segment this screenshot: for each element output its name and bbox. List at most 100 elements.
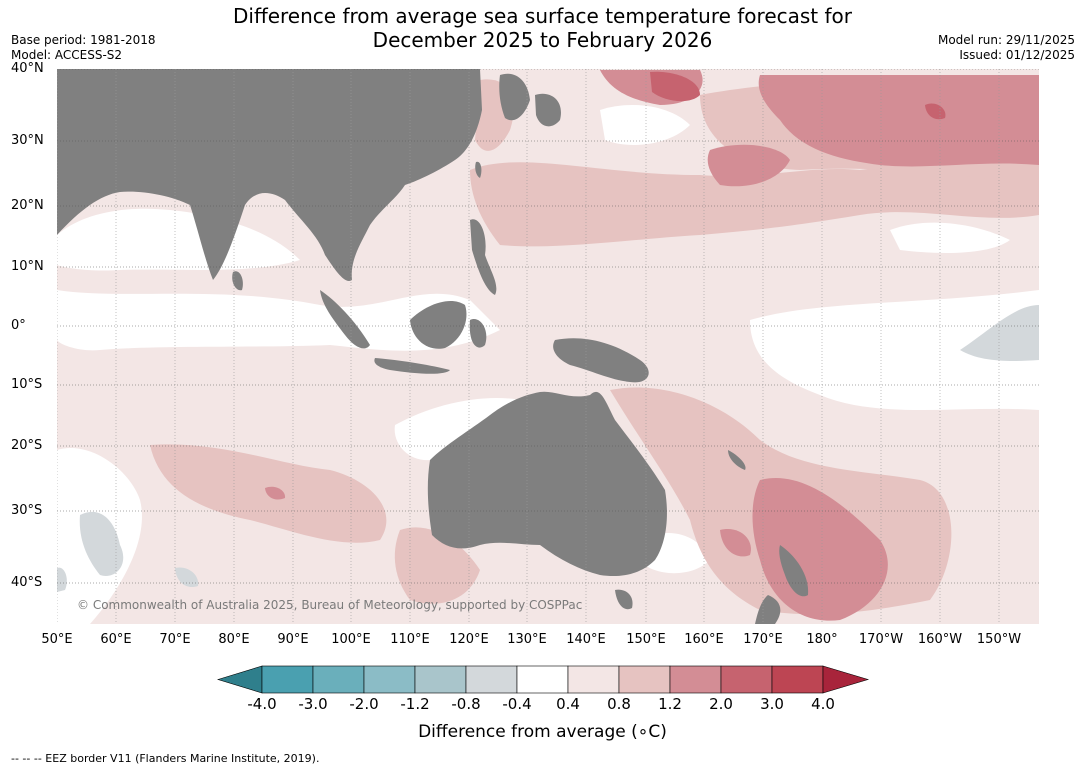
- latitude-label: 10°S: [11, 377, 43, 392]
- colorbar-tick-label: 0.4: [556, 695, 580, 713]
- cool-zone-south-indian: [79, 511, 124, 576]
- land-borneo: [410, 300, 467, 349]
- colorbar-tick-label: -0.4: [502, 695, 532, 713]
- colorbar-bin: [465, 665, 518, 694]
- model-name: Model: ACCESS-S2: [11, 48, 123, 62]
- latitude-label: 30°S: [11, 503, 43, 518]
- colorbar-tick-label: -2.0: [349, 695, 379, 713]
- latitude-label: 40°S: [11, 575, 43, 590]
- colorbar: [216, 665, 870, 694]
- colorbar-tick-label: 0.8: [607, 695, 631, 713]
- colorbar-bin: [720, 665, 773, 694]
- colorbar-bin: [669, 665, 722, 694]
- land-sumatra: [320, 290, 370, 349]
- neutral-zone-central-south-pacific: [750, 290, 1039, 410]
- cool-zone-eastern-pacific: [960, 305, 1039, 361]
- graticule: [57, 69, 1039, 624]
- land-masses: [57, 69, 809, 624]
- land-new-zealand-north: [779, 545, 809, 597]
- longitude-label: 150°E: [626, 632, 666, 647]
- latitude-label: 20°N: [11, 198, 44, 213]
- latitude-label: 0°: [11, 318, 26, 333]
- longitude-label: 150°W: [976, 632, 1022, 647]
- land-java: [374, 358, 450, 374]
- very-strong-warm-kuroshio: [925, 103, 946, 120]
- colorbar-bin: [312, 665, 365, 694]
- longitude-label: 170°E: [743, 632, 783, 647]
- cool-zone-southwest-indian: [57, 567, 67, 592]
- base-period: Base period: 1981-2018: [11, 33, 156, 47]
- strong-warm-north-pacific: [758, 75, 1039, 167]
- land-asia: [57, 69, 482, 281]
- longitude-label: 100°E: [331, 632, 371, 647]
- meta-left: Base period: 1981-2018 Model: ACCESS-S2: [11, 33, 156, 63]
- title-line-2: December 2025 to February 2026: [372, 28, 713, 52]
- land-new-guinea: [553, 338, 649, 383]
- colorbar-bin: [414, 665, 467, 694]
- colorbar-arrow-high: [822, 665, 870, 694]
- cool-zone-small-patch: [175, 567, 199, 588]
- longitude-label: 60°E: [100, 632, 132, 647]
- meta-right: Model run: 29/11/2025 Issued: 01/12/2025: [938, 33, 1075, 63]
- colorbar-bin: [261, 665, 314, 694]
- strong-warm-coral-sea: [720, 529, 751, 557]
- eez-footnote: -- -- -- EEZ border V11 (Flanders Marine…: [11, 752, 320, 765]
- land-philippines: [470, 219, 497, 295]
- warm-zone-western-pacific: [470, 162, 1039, 247]
- land-sulawesi: [469, 319, 487, 348]
- longitude-label: 70°E: [159, 632, 191, 647]
- longitude-label: 80°E: [218, 632, 250, 647]
- colorbar-tick-label: -1.2: [400, 695, 430, 713]
- latitude-label: 40°N: [11, 61, 44, 76]
- model-run: Model run: 29/11/2025: [937, 33, 1075, 47]
- longitude-label: 160°E: [684, 632, 724, 647]
- very-strong-warm-north-pacific: [650, 71, 700, 102]
- land-sri-lanka: [232, 271, 243, 291]
- strong-warm-subtropical-pacific: [707, 144, 790, 187]
- colorbar-tick-label: 2.0: [709, 695, 733, 713]
- longitude-label: 130°E: [507, 632, 547, 647]
- colorbar-bin: [516, 665, 569, 694]
- land-japan: [499, 73, 561, 127]
- issued-date: Issued: 01/12/2025: [959, 48, 1075, 62]
- colorbar-tick-label: 4.0: [811, 695, 835, 713]
- colorbar-title: Difference from average (∘C): [418, 722, 667, 742]
- longitude-label: 110°E: [390, 632, 430, 647]
- longitude-label: 50°E: [41, 632, 73, 647]
- latitude-label: 10°N: [11, 259, 44, 274]
- title-line-1: Difference from average sea surface temp…: [232, 4, 852, 28]
- longitude-label: 90°E: [277, 632, 309, 647]
- longitude-label: 170°W: [858, 632, 904, 647]
- colorbar-tick-label: -4.0: [247, 695, 277, 713]
- latitude-label: 20°S: [11, 438, 43, 453]
- colorbar-bin: [567, 665, 620, 694]
- map-title: Difference from average sea surface temp…: [0, 4, 1085, 52]
- neutral-zone-arabian-sea: [57, 208, 300, 271]
- land-new-caledonia: [728, 450, 746, 470]
- colorbar-tick-label: -3.0: [298, 695, 328, 713]
- colorbar-bin: [363, 665, 416, 694]
- colorbar-tick-label: -0.8: [451, 695, 481, 713]
- colorbar-tick-label: 1.2: [658, 695, 682, 713]
- land-tasmania: [615, 589, 633, 610]
- longitude-label: 180°: [806, 632, 838, 647]
- latitude-label: 30°N: [11, 133, 44, 148]
- strong-warm-indian-patch: [265, 486, 286, 500]
- colorbar-bin: [618, 665, 671, 694]
- copyright-notice: © Commonwealth of Australia 2025, Bureau…: [77, 598, 583, 612]
- longitude-label: 160°W: [917, 632, 963, 647]
- map-area: [57, 69, 1039, 624]
- land-australia: [427, 391, 667, 577]
- longitude-label: 140°E: [566, 632, 606, 647]
- land-taiwan: [475, 161, 482, 178]
- longitude-label: 120°E: [449, 632, 489, 647]
- land-new-zealand-south: [755, 595, 781, 624]
- neutral-zone-japan-east: [600, 105, 690, 145]
- colorbar-bin: [771, 665, 824, 694]
- colorbar-arrow-low: [216, 665, 263, 694]
- strong-warm-tasman-sea: [752, 478, 888, 621]
- neutral-zone-indian-ocean: [57, 290, 500, 351]
- colorbar-tick-label: 3.0: [760, 695, 784, 713]
- neutral-zone-north-pacific: [890, 222, 1010, 253]
